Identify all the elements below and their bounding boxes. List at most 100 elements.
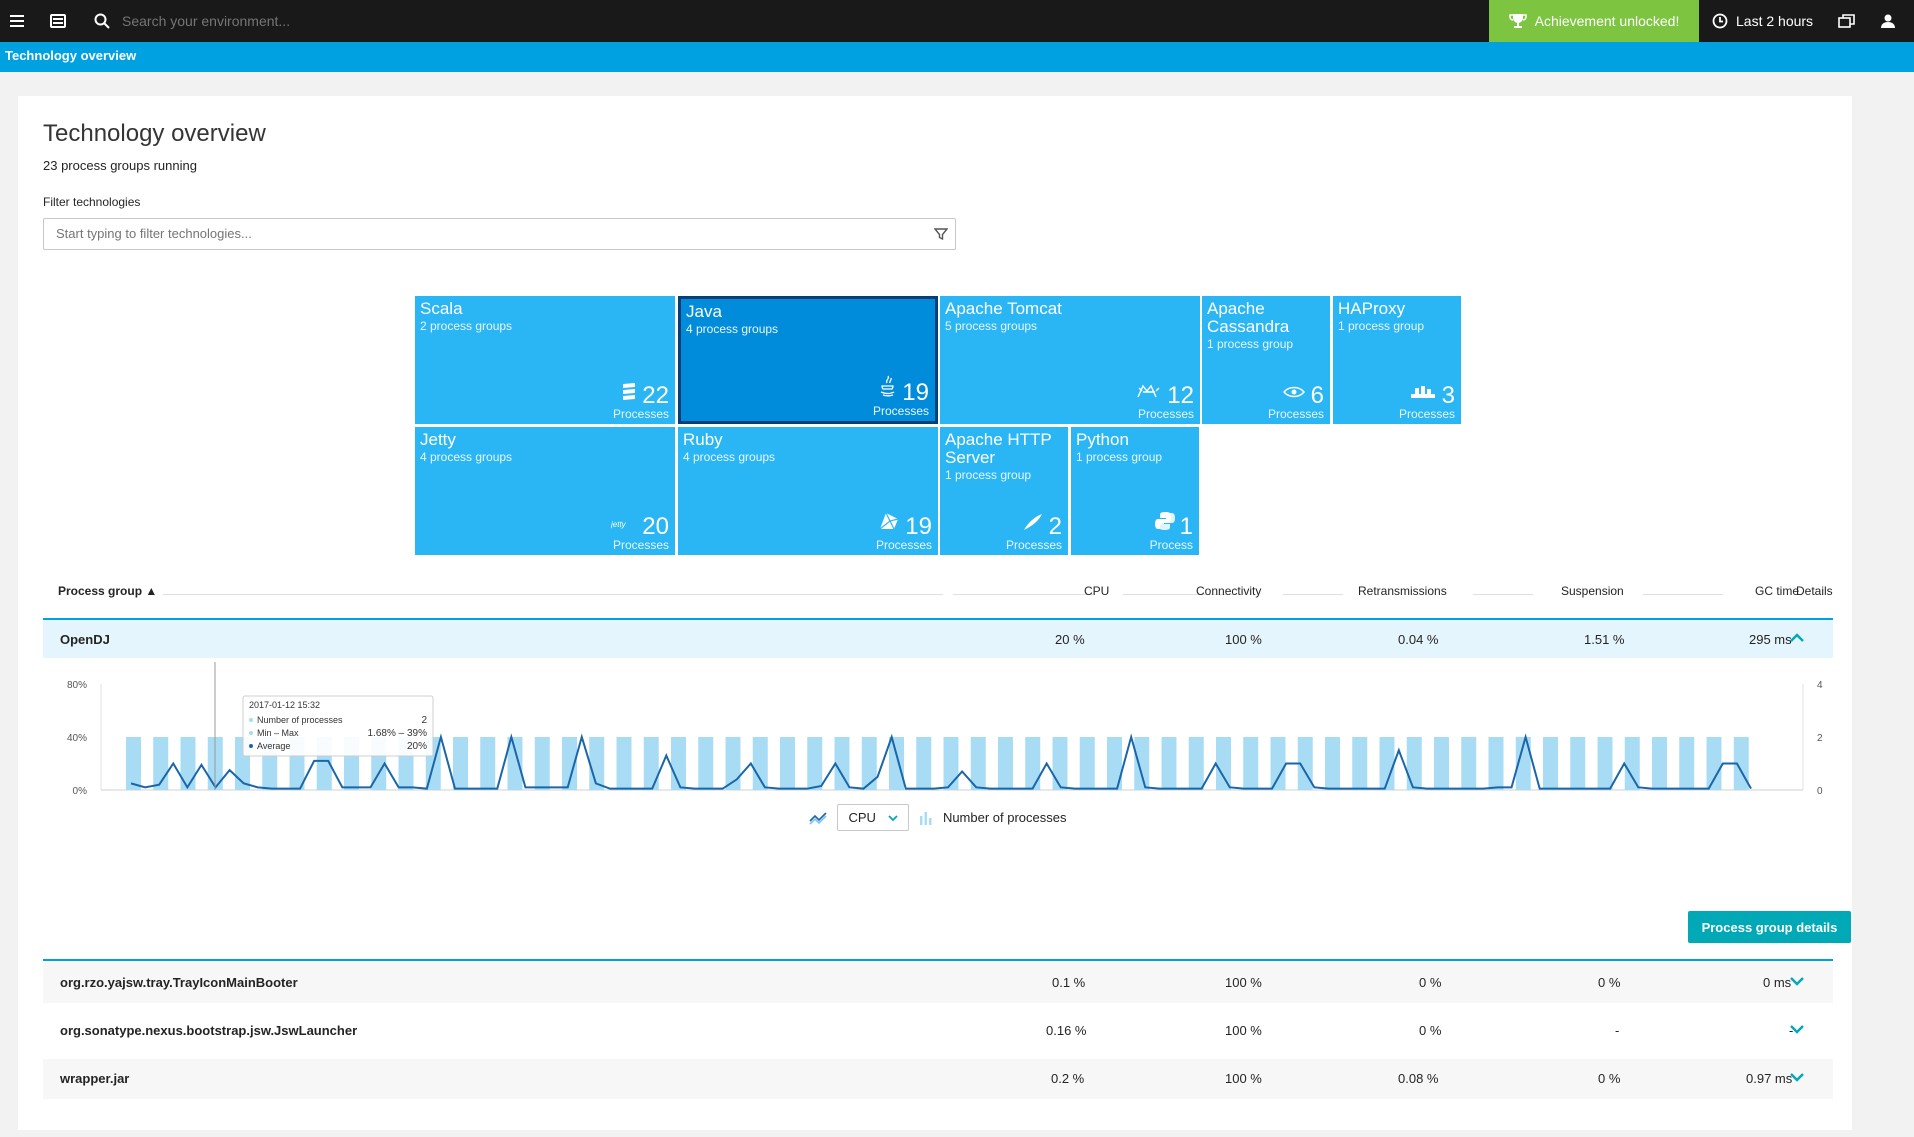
row-cpu: 0.1 % [1052,975,1086,990]
search-input[interactable] [122,13,582,29]
tile-count: 22 [621,381,669,408]
search-icon [94,13,110,29]
process-count-bar [1652,737,1667,790]
process-count-bar [1052,737,1068,790]
x-tick: 17:25 [1722,801,1747,802]
process-count-bar [780,737,795,790]
table-row[interactable]: OpenDJ 20 % 100 % 0.04 % 1.51 % 295 ms [43,618,1833,658]
x-tick: 17:05 [1452,801,1477,802]
col-details: Details [1796,584,1833,598]
tile-unit: Processes [612,407,669,421]
tile-name: Scala [420,299,463,318]
table-header: Process group ▲ CPU Connectivity Retrans… [43,584,1833,608]
row-name: org.rzo.yajsw.tray.TrayIconMainBooter [60,975,298,990]
chevron-down-icon[interactable] [1789,1023,1805,1035]
process-group-details-button[interactable]: Process group details [1688,911,1851,943]
tile-unit: Processes [872,404,929,418]
tile-groups: 5 process groups [945,319,1038,333]
x-tick: 16:25 [914,801,939,802]
tile-apache-tomcat[interactable]: Apache Tomcat 5 process groups 12 Processes [940,296,1200,424]
col-suspension[interactable]: Suspension [1561,584,1624,598]
row-connectivity: 100 % [1225,1023,1262,1038]
row-suspension: - [1615,1023,1620,1038]
process-count-bar [1597,737,1613,790]
tooltip-value: 2 [421,715,427,726]
process-count-bar [1379,737,1395,790]
metric-dropdown[interactable]: CPU [837,804,909,831]
process-count-bar [1352,737,1368,790]
windows-icon[interactable] [1838,0,1858,42]
x-tick: 16:50 [1251,801,1276,802]
chart-legend: CPU Number of processes [43,804,1833,831]
timeframe-selector[interactable]: Last 2 hours [1712,0,1822,42]
process-count-bar [1679,737,1695,790]
environment-icon[interactable] [50,0,72,42]
chevron-up-icon[interactable] [1789,632,1805,644]
process-count-bar [1406,737,1422,790]
row-connectivity: 100 % [1225,632,1262,647]
filter-icon[interactable] [934,227,948,241]
trophy-icon [1508,14,1527,28]
row-retransmissions: 0.08 % [1398,1071,1439,1086]
col-connectivity[interactable]: Connectivity [1196,584,1262,598]
python-icon [1154,511,1175,536]
user-icon[interactable] [1880,0,1900,42]
process-count-bar [807,737,823,790]
tile-count-value: 2 [1048,513,1062,540]
achievement-button[interactable]: Achievement unlocked! [1489,0,1699,42]
tile-count-value: 3 [1441,382,1455,409]
tile-count: 2 [1022,512,1062,539]
chevron-down-icon[interactable] [1789,975,1805,987]
breadcrumb[interactable]: Technology overview [0,42,1914,72]
tile-apache-http-server[interactable]: Apache HTTP Server 1 process group 2 Proces… [940,427,1068,555]
col-cpu[interactable]: CPU [1084,584,1110,598]
tile-python[interactable]: Python 1 process group 1 Process [1071,427,1199,555]
y-tick-right: 4 [1817,680,1823,691]
row-name: org.sonatype.nexus.bootstrap.jsw.JswLaun… [60,1023,358,1038]
x-tick: 16:55 [1318,801,1343,802]
chevron-down-icon[interactable] [1789,1071,1805,1083]
x-tick: 16:10 [712,801,737,802]
process-count-bar [616,737,632,790]
process-count-bar [534,737,550,790]
process-count-bar [1134,737,1150,790]
row-cpu: 0.16 % [1046,1023,1087,1038]
col-gc-time[interactable]: GC time [1755,584,1800,598]
achievement-label: Achievement unlocked! [1534,13,1680,29]
x-tick: 16:35 [1049,801,1074,802]
tile-unit: Processes [1267,407,1324,421]
table-row[interactable]: org.rzo.yajsw.tray.TrayIconMainBooter 0.… [43,963,1833,1003]
process-count-bar [1624,737,1640,790]
tooltip-box [242,695,434,757]
tile-name: HAProxy [1338,299,1406,318]
col-retransmissions[interactable]: Retransmissions [1358,584,1447,598]
tile-haproxy[interactable]: HAProxy 1 process group 3 Processes [1333,296,1461,424]
tile-count-value: 12 [1167,382,1194,409]
row-suspension: 0 % [1598,1071,1621,1086]
tile-groups: 1 process group [945,468,1032,482]
process-count-bar [180,737,196,790]
table-row[interactable]: org.sonatype.nexus.bootstrap.jsw.JswLaun… [43,1011,1833,1051]
col-process-group[interactable]: Process group ▲ [58,584,158,598]
process-count-bar [1188,737,1204,790]
tile-java[interactable]: Java 4 process groups 19 Processes [678,296,938,424]
y-tick-left: 80% [67,680,87,691]
process-count-bar [1543,737,1558,790]
tile-jetty[interactable]: Jetty 4 process groups jetty 20 Processes [415,427,675,555]
tile-apache-cassandra[interactable]: Apache Cassandra 1 process group 6 Processe… [1202,296,1330,424]
process-count-bar [943,737,959,790]
x-tick: 16:00 [578,801,603,802]
process-count-bar [453,737,468,790]
tile-ruby[interactable]: Ruby 4 process groups 19 Processes [678,427,938,555]
tile-groups: 2 process groups [420,319,513,333]
x-tick: 17:10 [1520,801,1545,802]
filter-box [43,218,956,250]
ruby-icon [878,511,900,536]
filter-input[interactable] [56,226,916,241]
tile-groups: 1 process group [1338,319,1425,333]
row-gc-time: - [1789,1023,1794,1038]
tile-scala[interactable]: Scala 2 process groups 22 Processes [415,296,675,424]
process-count-bar [1216,737,1231,790]
table-row[interactable]: wrapper.jar 0.2 % 100 % 0.08 % 0 % 0.97 … [43,1059,1833,1099]
menu-icon[interactable] [10,0,30,42]
